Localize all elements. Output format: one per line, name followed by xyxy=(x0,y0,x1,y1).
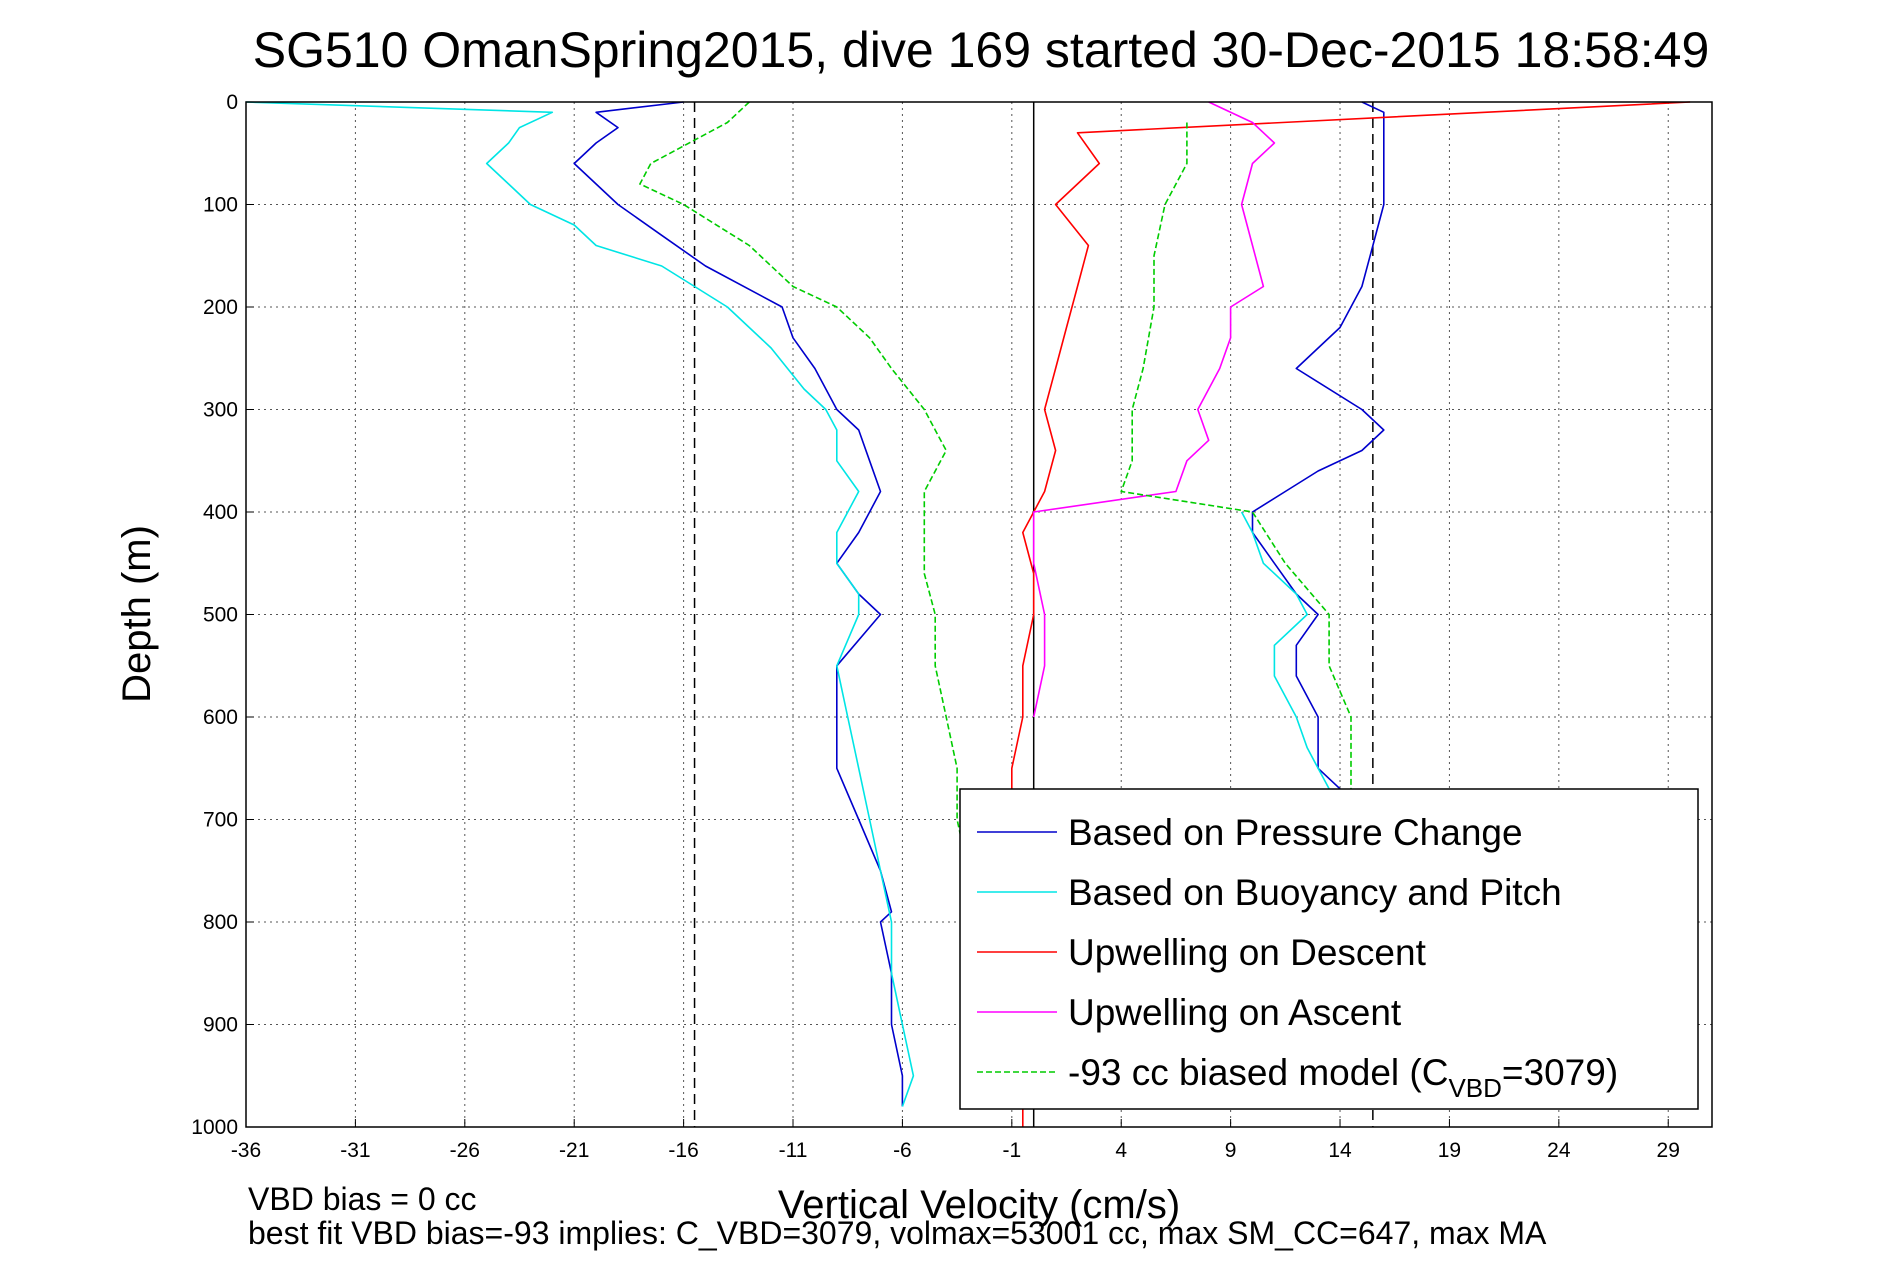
y-tick-label: 100 xyxy=(203,194,238,217)
x-tick-label: -16 xyxy=(668,1139,698,1162)
x-tick-label: -26 xyxy=(450,1139,480,1162)
x-tick-label: 14 xyxy=(1328,1139,1352,1162)
plot-frame xyxy=(245,101,1713,1128)
y-tick-label: 600 xyxy=(203,706,238,729)
y-tick-label: 900 xyxy=(203,1014,238,1037)
x-tick-labels: -36 -31 -26 -21 -16 -11 -6 -1 4 9 14 19 24 29 xyxy=(231,1139,1680,1162)
legend: Based on Pressure Change Based on Buoyanc… xyxy=(959,788,1699,1110)
y-tick-label: 400 xyxy=(203,501,238,524)
legend-entry-subscript: VBD xyxy=(1448,1073,1501,1103)
legend-box xyxy=(959,788,1699,1110)
series-line-based-on-buoyancy-and-pitch xyxy=(1240,511,1330,790)
legend-entry-label: Based on Buoyancy and Pitch xyxy=(1068,872,1562,913)
series-line-93-cc-biased-model-c xyxy=(1120,122,1352,820)
vbd-bias-note: VBD bias = 0 cc xyxy=(248,1181,477,1217)
y-axis-label: Depth (m) xyxy=(115,525,159,703)
legend-entry-label: Upwelling on Ascent xyxy=(1068,992,1402,1033)
x-tick-label: -6 xyxy=(893,1139,912,1162)
x-axis-label: Vertical Velocity (cm/s) xyxy=(778,1183,1180,1227)
best-fit-note: best fit VBD bias=-93 implies: C_VBD=307… xyxy=(248,1215,1547,1251)
series-line-93-cc-biased-model-c xyxy=(639,101,980,1107)
series-line-based-on-pressure-change xyxy=(1251,101,1385,790)
series-line-based-on-pressure-change xyxy=(573,101,904,1107)
y-tick-label: 300 xyxy=(203,399,238,422)
x-tick-label: 4 xyxy=(1115,1139,1127,1162)
legend-entry-label: Based on Pressure Change xyxy=(1068,812,1523,853)
x-tick-label: 29 xyxy=(1657,1139,1680,1162)
x-tick-label: 9 xyxy=(1225,1139,1237,1162)
y-tick-label: 1000 xyxy=(191,1116,238,1139)
y-tick-label: 0 xyxy=(226,91,238,114)
y-tick-label: 700 xyxy=(203,809,238,832)
x-tick-label: -1 xyxy=(1002,1139,1021,1162)
y-tick-label: 200 xyxy=(203,296,238,319)
y-tick-labels: 0 100 200 300 400 500 600 700 800 900 1000 xyxy=(191,91,238,1139)
series-line-based-on-buoyancy-and-pitch xyxy=(245,101,915,1107)
legend-entry-suffix: =3079) xyxy=(1502,1052,1618,1093)
x-tick-label: 24 xyxy=(1547,1139,1571,1162)
legend-entry-label: Upwelling on Descent xyxy=(1068,932,1427,973)
x-tick-label: -21 xyxy=(559,1139,589,1162)
legend-entry-label: -93 cc biased model (CVBD=3079) xyxy=(1068,1052,1618,1103)
series-line-upwelling-on-ascent xyxy=(1032,101,1276,718)
x-tick-label: 19 xyxy=(1438,1139,1461,1162)
x-tick-label: -11 xyxy=(779,1139,808,1162)
x-tick-label: -31 xyxy=(340,1139,370,1162)
chart-title: SG510 OmanSpring2015, dive 169 started 3… xyxy=(253,22,1710,78)
x-tick-label: -36 xyxy=(231,1139,261,1162)
legend-entry-name: -93 cc biased model (C xyxy=(1068,1052,1448,1093)
y-tick-label: 800 xyxy=(203,911,238,934)
y-tick-label: 500 xyxy=(203,604,238,627)
